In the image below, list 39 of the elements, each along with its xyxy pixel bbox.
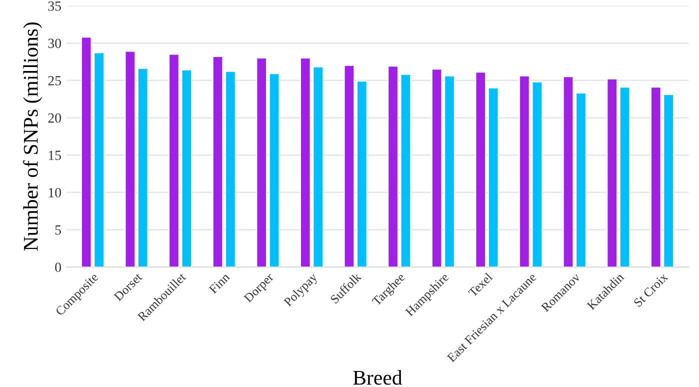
bar — [650, 86, 662, 268]
bar — [225, 71, 236, 268]
y-tick-label: 15 — [48, 150, 61, 160]
bar — [269, 73, 280, 268]
bar — [606, 78, 618, 268]
bar — [300, 58, 311, 268]
y-tick-label: 25 — [48, 76, 61, 86]
bar — [168, 54, 180, 268]
bar — [138, 68, 148, 268]
y-axis-title: Number of SNPs (millions) — [22, 22, 42, 251]
bar — [563, 76, 574, 268]
bar — [519, 76, 530, 268]
bar — [475, 72, 486, 268]
bar — [488, 87, 499, 268]
x-tick-label: Finn — [208, 272, 230, 294]
bar — [620, 86, 630, 268]
bar — [212, 56, 224, 268]
bar — [124, 50, 136, 268]
bar — [181, 70, 192, 268]
bar — [663, 94, 674, 268]
bar — [344, 65, 354, 268]
bar — [432, 68, 442, 268]
bar — [94, 52, 104, 268]
bar — [388, 66, 398, 268]
y-tick-label: 20 — [48, 113, 62, 123]
y-tick-label: 5 — [55, 225, 61, 235]
bar — [400, 74, 411, 268]
y-tick-label: 30 — [48, 38, 62, 48]
bar — [444, 76, 455, 268]
y-tick-label: 10 — [48, 188, 62, 198]
bar — [312, 66, 324, 268]
x-axis-title: Breed — [353, 370, 402, 385]
bar — [356, 80, 368, 268]
bar — [532, 82, 542, 268]
bar — [256, 58, 267, 268]
bar — [576, 92, 586, 268]
y-tick-label: 35 — [48, 1, 61, 11]
bar — [81, 36, 92, 268]
y-tick-label: 0 — [55, 262, 62, 272]
